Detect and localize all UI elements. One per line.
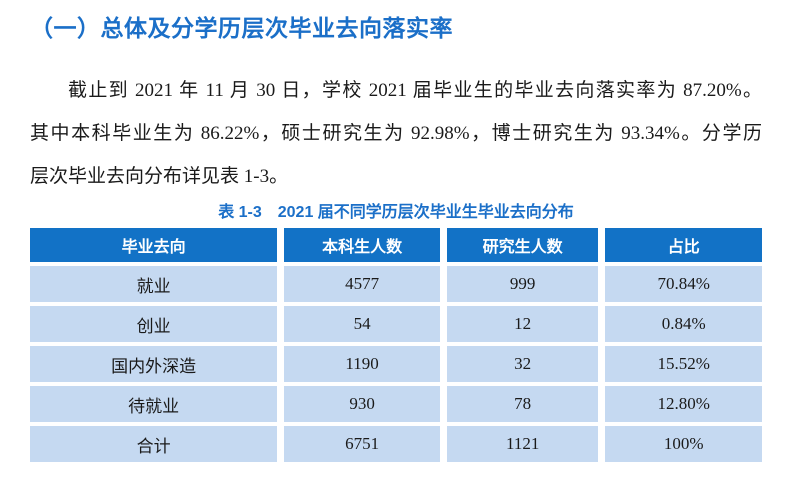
table-cell-row4-share: 12.80% <box>605 386 762 422</box>
table-cell-row3-postgraduate: 32 <box>446 346 599 382</box>
table-cell-row3-destination: 国内外深造 <box>30 346 278 382</box>
table-cell-row5-postgraduate: 1121 <box>446 426 599 462</box>
table-cell-row2-share: 0.84% <box>605 306 762 342</box>
graduate-destination-table: 毕业去向 本科生人数 研究生人数 占比 就业 4577 999 70.84% 创… <box>30 228 762 462</box>
table-cell-row1-share: 70.84% <box>605 266 762 302</box>
table-cell-row4-postgraduate: 78 <box>446 386 599 422</box>
paragraph-line-1: 截止到 2021 年 11 月 30 日，学校 2021 届毕业生的毕业去向落实… <box>68 80 762 101</box>
table-cell-row2-destination: 创业 <box>30 306 278 342</box>
table-cell-row5-share: 100% <box>605 426 762 462</box>
table-cell-row2-postgraduate: 12 <box>446 306 599 342</box>
table-cell-row3-undergraduate: 1190 <box>284 346 440 382</box>
paragraph-line-3: 层次毕业去向分布详见表 1-3。 <box>30 166 289 187</box>
table-cell-row5-undergraduate: 6751 <box>284 426 440 462</box>
table-cell-row2-undergraduate: 54 <box>284 306 440 342</box>
table-header-undergraduate-count: 本科生人数 <box>284 228 440 262</box>
table-cell-row5-destination: 合计 <box>30 426 278 462</box>
table-cell-row1-undergraduate: 4577 <box>284 266 440 302</box>
table-caption: 表 1-3 2021 届不同学历层次毕业生毕业去向分布 <box>218 204 574 221</box>
table-cell-row3-share: 15.52% <box>605 346 762 382</box>
table-cell-row4-destination: 待就业 <box>30 386 278 422</box>
table-cell-row4-undergraduate: 930 <box>284 386 440 422</box>
table-header-destination: 毕业去向 <box>30 228 278 262</box>
document-page: （一）总体及分学历层次毕业去向落实率 截止到 2021 年 11 月 30 日，… <box>0 13 792 462</box>
table-cell-row1-postgraduate: 999 <box>446 266 599 302</box>
table-cell-row1-destination: 就业 <box>30 266 278 302</box>
paragraph-line-2: 其中本科毕业生为 86.22%，硕士研究生为 92.98%，博士研究生为 93.… <box>30 123 762 144</box>
section-heading: （一）总体及分学历层次毕业去向落实率 <box>30 15 453 41</box>
table-header-share: 占比 <box>605 228 762 262</box>
table-header-postgraduate-count: 研究生人数 <box>446 228 599 262</box>
body-paragraph: 截止到 2021 年 11 月 30 日，学校 2021 届毕业生的毕业去向落实… <box>30 69 762 198</box>
